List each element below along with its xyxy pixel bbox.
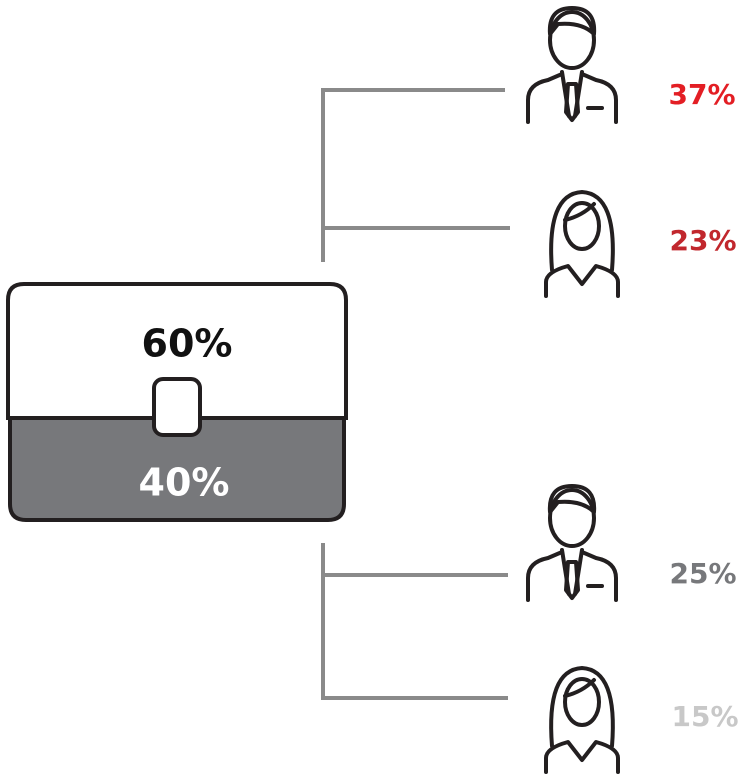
woman-icon xyxy=(544,666,620,774)
percent-label: 15% xyxy=(671,700,738,733)
percent-label: 37% xyxy=(668,78,735,111)
woman-icon xyxy=(544,190,620,298)
clasp xyxy=(152,377,202,437)
connector-upper xyxy=(321,88,510,262)
briefcase: 60% 40% xyxy=(6,282,348,522)
man-icon xyxy=(526,484,618,602)
connector-lower xyxy=(321,543,508,700)
briefcase-top xyxy=(6,282,348,420)
briefcase-bottom xyxy=(8,416,346,522)
top-label: 60% xyxy=(142,322,233,366)
percent-label: 23% xyxy=(669,224,736,257)
percent-label: 25% xyxy=(669,557,736,590)
man-icon xyxy=(526,6,618,124)
bottom-label: 40% xyxy=(139,461,230,505)
